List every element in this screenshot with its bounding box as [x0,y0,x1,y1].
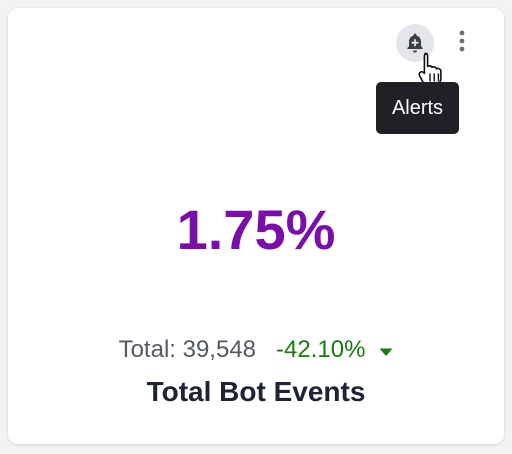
total-count: Total: 39,548 [118,336,257,363]
metric-value: 1.75% [176,198,336,261]
kpi-card: Alerts 1.75% Total: 39,548 -42.10% Total… [8,8,504,444]
more-vertical-icon [458,29,466,58]
caret-down-icon [379,334,393,366]
more-options-button[interactable] [448,26,476,60]
card-title: Total Bot Events [146,376,366,407]
change-indicator: -42.10% [276,334,393,366]
alerts-tooltip: Alerts [376,82,459,134]
total-row: Total: 39,548 -42.10% [8,334,504,366]
change-percent: -42.10% [276,336,366,363]
bell-plus-icon [403,31,427,55]
alerts-button[interactable] [396,24,434,62]
